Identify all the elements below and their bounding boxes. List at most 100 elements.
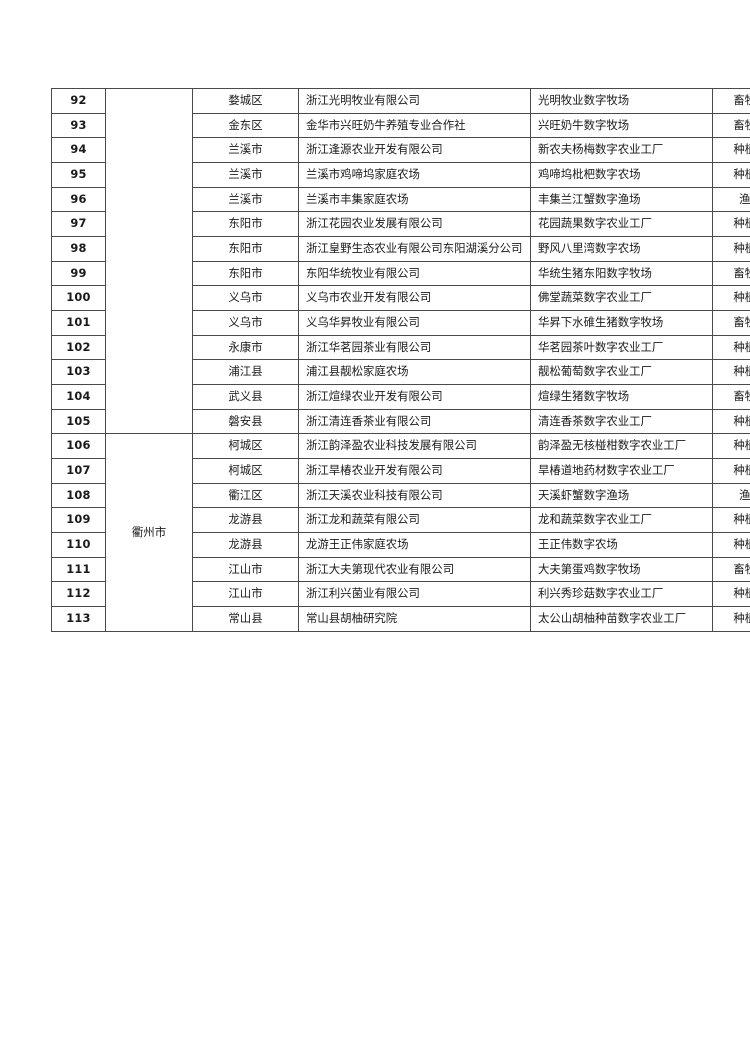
cell-sequence-number: 111 (51, 556, 106, 583)
cell-project-name: 利兴秀珍菇数字农业工厂 (530, 581, 713, 608)
table-body: 92 婺城区浙江光明牧业有限公司光明牧业数字牧场畜牧业 93 金东区金华市兴旺奶牛养殖… (51, 87, 750, 632)
cell-industry-type: 种植业 (712, 334, 750, 361)
cell-project-name: 光明牧业数字牧场 (530, 88, 713, 114)
cell-project-name: 新农夫杨梅数字农业工厂 (530, 137, 713, 164)
cell-project-name: 龙和蔬菜数字农业工厂 (530, 507, 713, 534)
table-row: 104 武义县浙江煊绿农业开发有限公司煊绿生猪数字牧场畜牧业 (51, 384, 750, 410)
cell-project-name: 大夫第蛋鸡数字牧场 (530, 556, 713, 583)
table-row: 109 龙游县浙江龙和蔬菜有限公司龙和蔬菜数字农业工厂种植业 (51, 507, 750, 534)
cell-construction-entity: 金华市兴旺奶牛养殖专业合作社 (298, 112, 531, 139)
table-row: 110 龙游县龙游王正伟家庭农场王正伟数字农场种植业 (51, 532, 750, 558)
cell-sequence-number: 103 (51, 359, 106, 386)
cell-district: 江山市 (192, 556, 299, 583)
cell-sequence-number: 95 (51, 162, 106, 188)
cell-district: 义乌市 (192, 310, 299, 336)
cell-sequence-number: 108 (51, 482, 106, 509)
cell-industry-type: 畜牧业 (712, 260, 750, 287)
cell-district: 义乌市 (192, 285, 299, 312)
table-row: 106衢州市柯城区浙江韵泽盈农业科技发展有限公司韵泽盈无核椪柑数字农业工厂种植业 (51, 433, 750, 632)
cell-district: 武义县 (192, 384, 299, 410)
cell-project-name: 韵泽盈无核椪柑数字农业工厂 (530, 433, 713, 460)
cell-project-name: 靓松葡萄数字农业工厂 (530, 359, 713, 386)
cell-industry-type: 种植业 (712, 606, 750, 632)
cell-project-name: 佛堂蔬菜数字农业工厂 (530, 285, 713, 312)
cell-district: 柯城区 (192, 433, 299, 460)
cell-industry-type: 畜牧业 (712, 556, 750, 583)
cell-industry-type: 种植业 (712, 458, 750, 484)
cell-industry-type: 种植业 (712, 236, 750, 262)
cell-district: 浦江县 (192, 359, 299, 386)
cell-project-name: 花园蔬果数字农业工厂 (530, 211, 713, 238)
cell-construction-entity: 龙游王正伟家庭农场 (298, 532, 531, 558)
table-row: 112 江山市浙江利兴菌业有限公司利兴秀珍菇数字农业工厂种植业 (51, 581, 750, 608)
cell-district: 婺城区 (192, 88, 299, 114)
cell-project-name: 华茗园茶叶数字农业工厂 (530, 334, 713, 361)
cell-construction-entity: 浙江光明牧业有限公司 (298, 88, 531, 114)
cell-industry-type: 渔业 (712, 186, 750, 213)
cell-industry-type: 种植业 (712, 285, 750, 312)
cell-construction-entity: 兰溪市丰集家庭农场 (298, 186, 531, 213)
table-row: 97 东阳市浙江花园农业发展有限公司花园蔬果数字农业工厂种植业 (51, 211, 750, 238)
cell-sequence-number: 99 (51, 260, 106, 287)
cell-sequence-number: 110 (51, 532, 106, 558)
cell-construction-entity: 义乌华昇牧业有限公司 (298, 310, 531, 336)
cell-sequence-number: 92 (51, 88, 106, 114)
cell-industry-type: 畜牧业 (712, 88, 750, 114)
cell-sequence-number: 107 (51, 458, 106, 484)
cell-district: 兰溪市 (192, 186, 299, 213)
cell-construction-entity: 浦江县靓松家庭农场 (298, 359, 531, 386)
cell-industry-type: 种植业 (712, 532, 750, 558)
table-row: 94 兰溪市浙江逢源农业开发有限公司新农夫杨梅数字农业工厂种植业 (51, 137, 750, 164)
cell-construction-entity: 浙江天溪农业科技有限公司 (298, 482, 531, 509)
cell-project-name: 鸡啼坞枇杷数字农场 (530, 162, 713, 188)
cell-district: 兰溪市 (192, 137, 299, 164)
table-row: 92 婺城区浙江光明牧业有限公司光明牧业数字牧场畜牧业 (51, 87, 750, 435)
cell-project-name: 华昇下水碓生猪数字牧场 (530, 310, 713, 336)
table-row: 100 义乌市义乌市农业开发有限公司佛堂蔬菜数字农业工厂种植业 (51, 285, 750, 312)
cell-project-name: 天溪虾蟹数字渔场 (530, 482, 713, 509)
cell-district: 柯城区 (192, 458, 299, 484)
cell-sequence-number: 104 (51, 384, 106, 410)
cell-district: 磐安县 (192, 408, 299, 435)
cell-project-name: 清连香茶数字农业工厂 (530, 408, 713, 435)
cell-sequence-number: 106 (51, 433, 106, 460)
cell-sequence-number: 94 (51, 137, 106, 164)
cell-city-merged: 衢州市 (105, 433, 193, 632)
cell-industry-type: 种植业 (712, 359, 750, 386)
table-row: 113 常山县常山县胡柚研究院太公山胡柚种苗数字农业工厂种植业 (51, 606, 750, 632)
cell-district: 龙游县 (192, 532, 299, 558)
cell-construction-entity: 浙江旱椿农业开发有限公司 (298, 458, 531, 484)
cell-industry-type: 种植业 (712, 162, 750, 188)
cell-district: 兰溪市 (192, 162, 299, 188)
table-row: 107 柯城区浙江旱椿农业开发有限公司旱椿道地药材数字农业工厂种植业 (51, 458, 750, 484)
cell-district: 东阳市 (192, 211, 299, 238)
cell-sequence-number: 97 (51, 211, 106, 238)
cell-district: 衢江区 (192, 482, 299, 509)
cell-sequence-number: 102 (51, 334, 106, 361)
cell-construction-entity: 浙江逢源农业开发有限公司 (298, 137, 531, 164)
cell-sequence-number: 105 (51, 408, 106, 435)
cell-construction-entity: 浙江煊绿农业开发有限公司 (298, 384, 531, 410)
cell-construction-entity: 义乌市农业开发有限公司 (298, 285, 531, 312)
cell-industry-type: 种植业 (712, 433, 750, 460)
cell-construction-entity: 浙江大夫第现代农业有限公司 (298, 556, 531, 583)
cell-sequence-number: 100 (51, 285, 106, 312)
cell-sequence-number: 113 (51, 606, 106, 632)
cell-industry-type: 种植业 (712, 408, 750, 435)
cell-district: 常山县 (192, 606, 299, 632)
cell-project-name: 旱椿道地药材数字农业工厂 (530, 458, 713, 484)
table-row: 93 金东区金华市兴旺奶牛养殖专业合作社兴旺奶牛数字牧场畜牧业 (51, 112, 750, 139)
digital-agriculture-projects-table: 92 婺城区浙江光明牧业有限公司光明牧业数字牧场畜牧业 93 金东区金华市兴旺奶牛养殖… (51, 87, 750, 632)
cell-construction-entity: 浙江利兴菌业有限公司 (298, 581, 531, 608)
cell-sequence-number: 101 (51, 310, 106, 336)
cell-industry-type: 渔业 (712, 482, 750, 509)
cell-industry-type: 畜牧业 (712, 384, 750, 410)
cell-district: 东阳市 (192, 260, 299, 287)
cell-project-name: 太公山胡柚种苗数字农业工厂 (530, 606, 713, 632)
cell-sequence-number: 109 (51, 507, 106, 534)
table-row: 99 东阳市东阳华统牧业有限公司华统生猪东阳数字牧场畜牧业 (51, 260, 750, 287)
cell-sequence-number: 96 (51, 186, 106, 213)
cell-construction-entity: 浙江龙和蔬菜有限公司 (298, 507, 531, 534)
cell-project-name: 丰集兰江蟹数字渔场 (530, 186, 713, 213)
cell-project-name: 华统生猪东阳数字牧场 (530, 260, 713, 287)
